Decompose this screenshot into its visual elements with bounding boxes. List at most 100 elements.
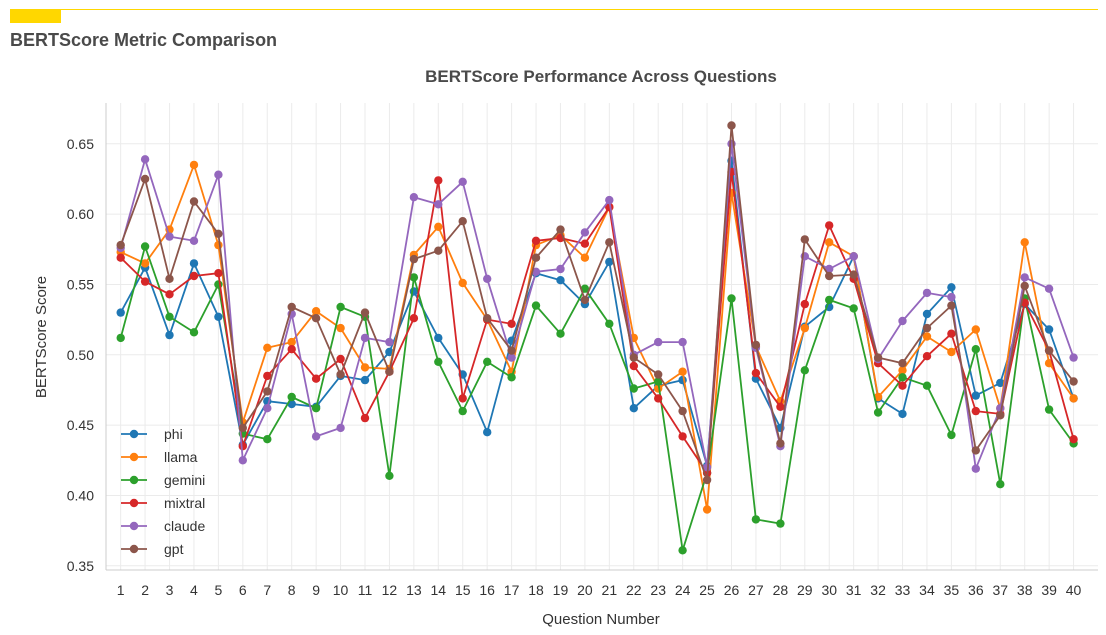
data-point-phi	[605, 257, 614, 267]
x-tick-label: 25	[699, 582, 715, 598]
data-point-gpt	[458, 217, 467, 226]
x-tick-label: 11	[358, 582, 373, 598]
data-point-gemini	[165, 312, 174, 321]
data-point-phi	[898, 409, 907, 419]
data-point-llama	[360, 363, 370, 372]
data-point-phi	[385, 347, 394, 357]
data-point-llama	[898, 366, 907, 375]
data-point-claude	[140, 155, 150, 164]
data-point-gpt	[849, 270, 858, 279]
data-point-gpt	[189, 197, 199, 206]
data-point-llama	[971, 325, 980, 334]
data-point-gpt	[1044, 346, 1054, 355]
legend-item-llama: llama	[121, 449, 198, 465]
data-point-mixtral	[116, 253, 125, 262]
x-tick-label: 35	[944, 582, 960, 598]
data-point-mixtral	[580, 239, 590, 248]
data-point-gemini	[751, 515, 761, 524]
data-point-claude	[409, 193, 419, 202]
data-point-gemini	[483, 357, 492, 366]
data-point-gemini	[922, 381, 932, 390]
x-tick-label: 34	[919, 582, 935, 598]
data-point-claude	[458, 177, 467, 186]
data-point-gpt	[238, 423, 247, 433]
data-point-claude	[531, 267, 541, 276]
data-point-mixtral	[140, 277, 150, 286]
x-tick-label: 3	[166, 582, 174, 598]
data-point-claude	[971, 464, 980, 473]
data-point-llama	[311, 307, 321, 316]
data-point-llama	[140, 259, 150, 268]
data-point-mixtral	[922, 352, 932, 361]
data-point-claude	[507, 353, 516, 362]
data-point-mixtral	[287, 345, 296, 354]
data-point-gemini	[140, 242, 150, 251]
x-tick-label: 22	[626, 582, 642, 598]
data-point-gemini	[189, 328, 199, 337]
data-point-gpt	[751, 340, 761, 350]
data-point-claude	[825, 264, 834, 274]
data-point-mixtral	[531, 236, 541, 245]
data-point-phi	[189, 259, 199, 268]
data-point-mixtral	[311, 374, 321, 383]
data-point-mixtral	[165, 290, 174, 299]
data-point-gpt	[727, 121, 736, 130]
x-tick-label: 2	[141, 582, 149, 598]
legend-swatch-marker	[129, 475, 139, 485]
data-point-gpt	[776, 439, 785, 448]
data-point-gemini	[971, 345, 980, 354]
data-point-phi	[947, 283, 956, 292]
data-point-mixtral	[434, 176, 443, 185]
data-point-claude	[1020, 273, 1029, 282]
data-point-gpt	[922, 323, 932, 333]
y-tick-label: 0.40	[67, 487, 94, 503]
data-point-gpt	[385, 367, 394, 376]
data-point-claude	[263, 404, 272, 413]
data-point-gpt	[116, 240, 125, 250]
data-point-gpt	[947, 301, 956, 310]
data-point-mixtral	[214, 269, 223, 278]
data-point-mixtral	[507, 319, 516, 328]
data-point-gemini	[947, 430, 956, 440]
data-point-phi	[678, 375, 687, 385]
data-point-gemini	[531, 301, 541, 310]
x-tick-label: 36	[968, 582, 984, 598]
data-point-mixtral	[238, 442, 247, 451]
x-tick-label: 24	[675, 582, 691, 598]
data-point-llama	[678, 367, 687, 376]
data-point-gemini	[849, 304, 858, 313]
data-point-gpt	[898, 359, 907, 368]
data-point-llama	[189, 160, 199, 170]
data-point-llama	[458, 278, 467, 288]
data-point-gpt	[556, 225, 565, 234]
data-point-gpt	[580, 295, 590, 305]
data-point-gpt	[434, 246, 443, 255]
data-point-gpt	[531, 253, 541, 262]
data-point-gemini	[556, 329, 565, 338]
x-tick-labels: 1 2 3 4 5 6 7 8 9 10 11 12 13 14 15 16 17 18 19 20 21 22 23 24 2…	[117, 582, 1082, 598]
data-point-llama	[580, 253, 590, 262]
x-axis-label: Question Number	[542, 611, 660, 628]
data-point-llama	[287, 337, 296, 347]
x-tick-label: 18	[528, 582, 544, 598]
x-tick-label: 38	[1017, 582, 1033, 598]
data-point-gemini	[311, 404, 321, 413]
data-point-claude	[1044, 284, 1054, 293]
data-point-gemini	[825, 295, 834, 305]
x-tick-label: 15	[455, 582, 471, 598]
legend-label: mixtral	[164, 495, 205, 511]
y-tick-label: 0.50	[67, 347, 94, 363]
legend-item-phi: phi	[121, 426, 183, 442]
data-point-gemini	[678, 546, 687, 555]
axes	[105, 103, 1098, 571]
data-point-gpt	[409, 254, 419, 264]
data-point-llama	[336, 323, 345, 333]
x-tick-label: 9	[312, 582, 320, 598]
x-tick-label: 7	[263, 582, 271, 598]
series-gpt	[116, 121, 1078, 485]
data-point-gpt	[507, 346, 516, 355]
data-point-phi	[116, 308, 125, 317]
legend-label: phi	[164, 426, 183, 442]
legend-item-claude: claude	[121, 518, 205, 534]
data-point-phi	[483, 428, 492, 437]
